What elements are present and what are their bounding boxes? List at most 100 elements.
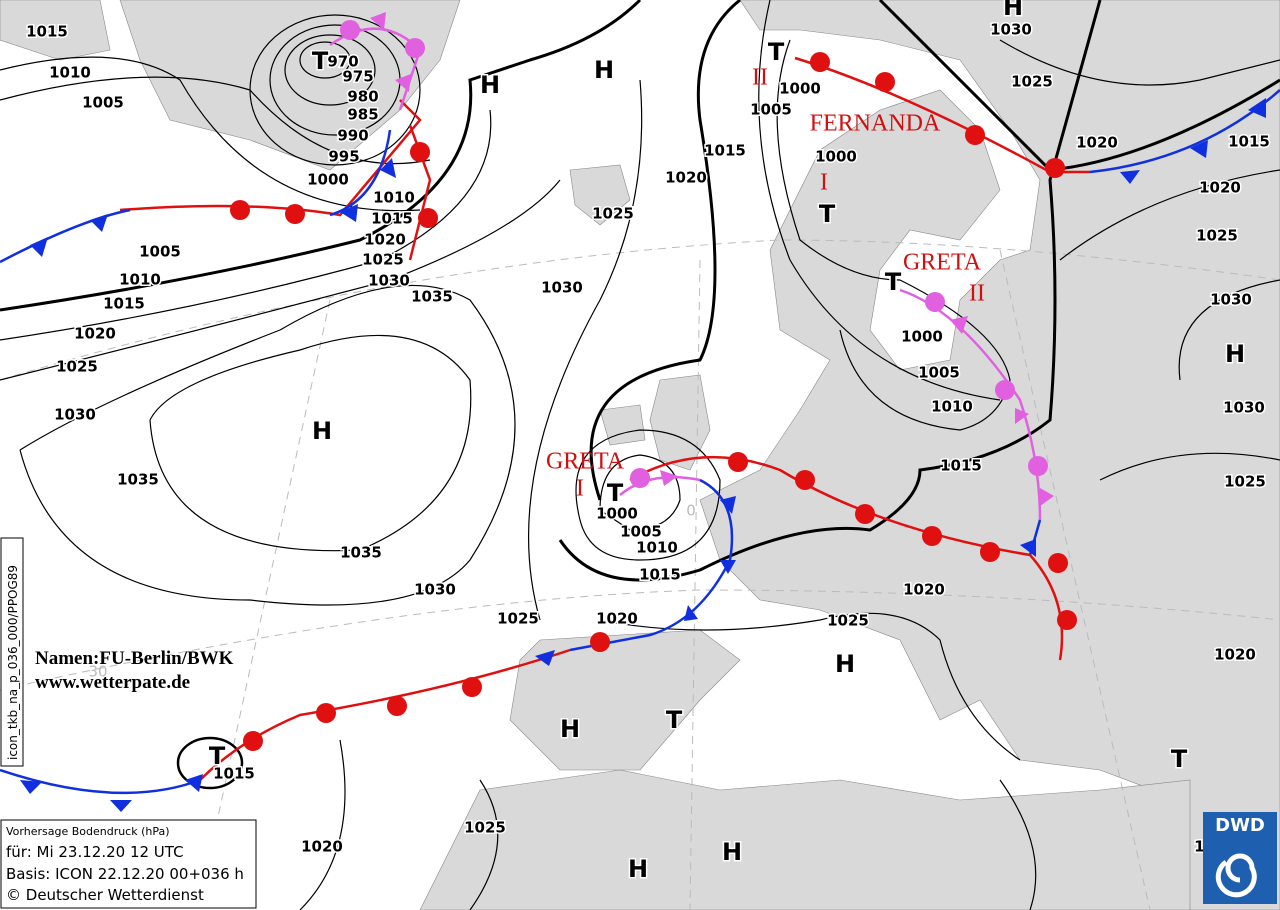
isobar-label: 1030 [1223, 399, 1265, 417]
isobar-label: 1015 [26, 23, 68, 41]
isobar-label: 1010 [373, 189, 415, 207]
grid-label: 30 [88, 663, 107, 681]
logo-text: DWD [1215, 815, 1265, 836]
isobar-label: 1025 [827, 612, 869, 630]
isobar-label: 1005 [620, 523, 662, 541]
pressure-system: T [768, 38, 785, 66]
isobar-label: 1030 [541, 279, 583, 297]
labels: 1015101010059709759809859909951000101010… [25, 0, 1272, 885]
isobar-label: 1025 [497, 610, 539, 628]
pressure-system: H [594, 56, 614, 84]
isobar-label: 1010 [931, 398, 973, 416]
isobar-label: 985 [347, 106, 378, 124]
isobar-label: 1005 [139, 243, 181, 261]
isobar-label: 970 [327, 53, 358, 71]
isobar-label: 975 [342, 68, 373, 86]
isobar-label: 1005 [750, 101, 792, 119]
pressure-system: H [628, 855, 648, 883]
system-name: I [576, 476, 584, 502]
system-name: GRETA [903, 250, 982, 276]
pressure-system: T [885, 268, 902, 296]
isobar-label: 1025 [56, 358, 98, 376]
isobar-label: 1005 [918, 364, 960, 382]
isobar-label: 1035 [117, 471, 159, 489]
isobar-label: 1025 [1011, 73, 1053, 91]
isobar-label: 1015 [704, 142, 746, 160]
isobar-label: 1000 [815, 148, 857, 166]
pressure-system: T [607, 479, 624, 507]
isobar-label: 1015 [103, 295, 145, 313]
info-line: für: Mi 23.12.20 12 UTC [6, 843, 184, 861]
warm-front-symbols [230, 52, 1077, 751]
isobar-label: 1000 [307, 171, 349, 189]
isobar-label: 1010 [49, 64, 91, 82]
isobar-label: 1025 [592, 205, 634, 223]
pressure-system: H [722, 838, 742, 866]
isobar-label: 1000 [901, 328, 943, 346]
side-label: icon_tkb_na_p_036_000/PPOG89 [6, 565, 20, 760]
info-box [0, 819, 257, 909]
isobar-label: 1015 [371, 210, 413, 228]
isobar-label: 1020 [665, 169, 707, 187]
isobar-label: 1020 [1199, 179, 1241, 197]
grid-label: 0 [686, 502, 696, 520]
isobar-label: 1035 [411, 288, 453, 306]
occlusion-symbols [340, 12, 1054, 506]
isobar-label: 1020 [74, 325, 116, 343]
isobar-label: 1025 [464, 819, 506, 837]
isobar-label: 1020 [1214, 646, 1256, 664]
system-name: II [969, 281, 985, 307]
isobar-label: 1010 [636, 539, 678, 557]
system-name: II [752, 65, 768, 91]
isobar-label: 1015 [1228, 133, 1270, 151]
pressure-system: H [560, 715, 580, 743]
system-name: FERNANDA [810, 111, 941, 137]
isobar-label: 1000 [779, 80, 821, 98]
side-box [0, 537, 24, 767]
isobar-label: 1015 [639, 566, 681, 584]
isobar-label: 1030 [368, 272, 410, 290]
pressure-system: H [1225, 340, 1245, 368]
pressure-system: H [312, 417, 332, 445]
graticule [0, 239, 1280, 910]
isobar-label: 1030 [414, 581, 456, 599]
isobar-label: 1025 [1224, 473, 1266, 491]
logo-swirl [1215, 853, 1257, 898]
isobar-label: 1025 [362, 251, 404, 269]
isobar-label: 1020 [301, 838, 343, 856]
system-name: GRETA [546, 449, 625, 475]
pressure-system: T [819, 200, 836, 228]
isobar-label: 1015 [940, 457, 982, 475]
pressure-system: T [666, 706, 683, 734]
isobar-label: 1020 [1076, 134, 1118, 152]
info-line: © Deutscher Wetterdienst [6, 886, 204, 904]
pressure-system: T [312, 47, 329, 75]
pressure-system: T [1171, 745, 1188, 773]
isobar-label: 995 [328, 148, 359, 166]
isobar-label: 1005 [82, 94, 124, 112]
isobar-label: 980 [347, 88, 378, 106]
system-name: I [820, 170, 828, 196]
cold-front-symbols [20, 98, 1266, 812]
isobar-label: 1030 [1210, 291, 1252, 309]
isobar-label: 1010 [119, 271, 161, 289]
isobar-label: 1020 [596, 610, 638, 628]
credit: www.wetterpate.de [35, 672, 190, 693]
credit: Namen:FU-Berlin/BWK [35, 648, 234, 669]
isobar-label: 1020 [364, 231, 406, 249]
isobar-label: 1025 [1196, 227, 1238, 245]
isobar-label: 1030 [54, 406, 96, 424]
pressure-system: H [835, 650, 855, 678]
isobar-label: 1035 [340, 544, 382, 562]
isobar-label: 1020 [903, 581, 945, 599]
info-title: Vorhersage Bodendruck (hPa) [6, 825, 170, 838]
info-line: Basis: ICON 22.12.20 00+036 h [6, 865, 244, 883]
isobar-label: 1000 [596, 505, 638, 523]
isobar-label: 1030 [990, 21, 1032, 39]
isobar-label: 990 [337, 127, 368, 145]
pressure-system: T [209, 742, 226, 770]
pressure-system: H [1003, 0, 1023, 21]
isobar-label: 1015 [213, 765, 255, 783]
pressure-system: H [480, 71, 500, 99]
